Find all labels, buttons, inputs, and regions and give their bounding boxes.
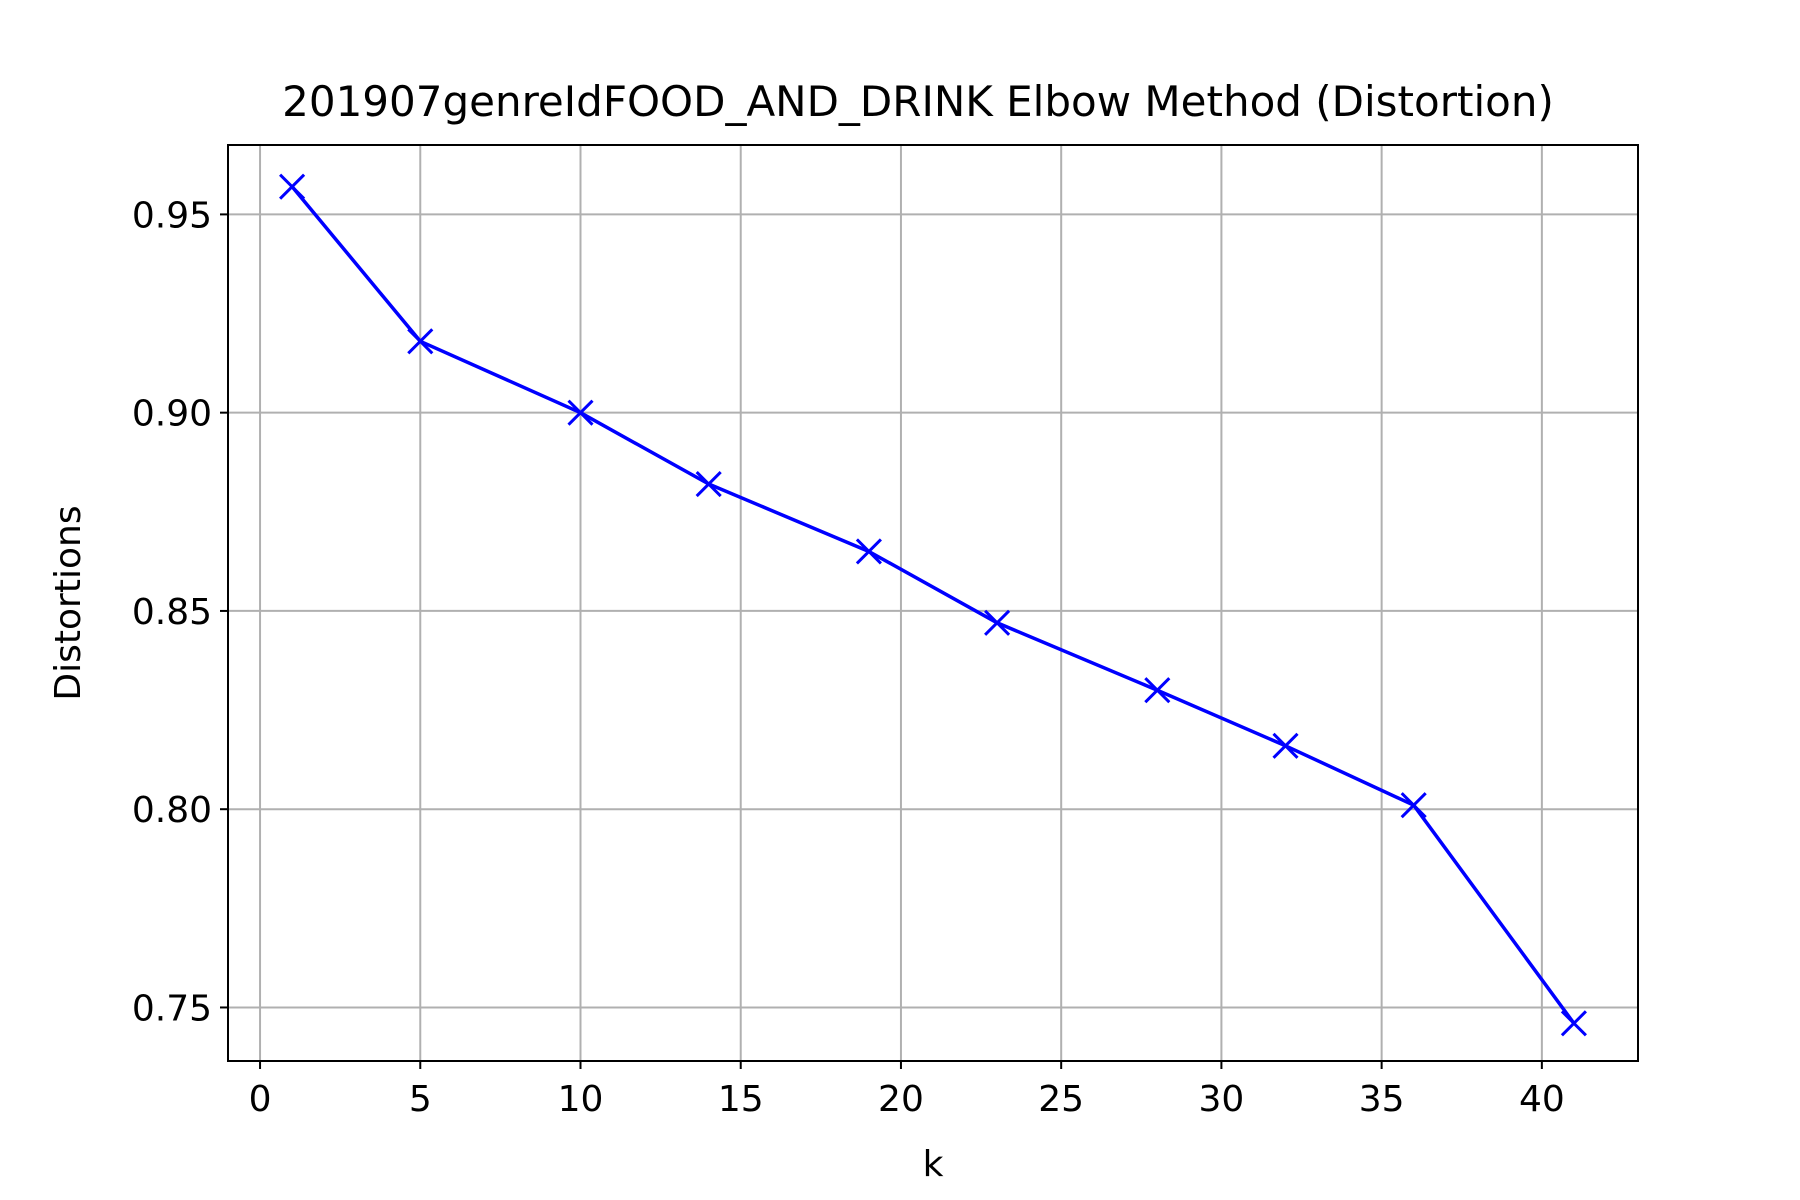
x-tick-label: 40 [1519, 1079, 1565, 1120]
plot-area [228, 145, 1638, 1061]
x-tick-label: 25 [1038, 1079, 1084, 1120]
data-point-marker [1144, 677, 1171, 704]
y-axis-label: Distortions [48, 505, 89, 700]
axis-ticks: 0 5 10 15 20 25 30 35 40 0.75 0.80 0.85 0.90 0.95 [132, 195, 1565, 1120]
y-tick-label: 0.75 [132, 988, 212, 1029]
x-tick-label: 15 [718, 1079, 764, 1120]
data-point-marker [1560, 1010, 1587, 1037]
data-point-marker [1272, 732, 1299, 759]
data-point-marker [1400, 792, 1427, 819]
series-line [290, 185, 1576, 1025]
data-point-marker [984, 609, 1011, 636]
x-tick-label: 20 [878, 1079, 924, 1120]
x-tick-label: 35 [1359, 1079, 1405, 1120]
grid-lines [228, 145, 1638, 1061]
data-point-marker [279, 173, 306, 200]
x-tick-label: 0 [249, 1079, 272, 1120]
data-point-marker [567, 399, 594, 426]
data-point-marker [855, 538, 882, 565]
data-point-marker [407, 328, 434, 355]
x-axis-label: k [923, 1144, 944, 1185]
x-tick-label: 10 [558, 1079, 604, 1120]
y-tick-label: 0.95 [132, 195, 212, 236]
y-tick-label: 0.80 [132, 790, 212, 831]
plot-frame [227, 144, 1639, 1062]
data-point-marker [695, 470, 722, 498]
distortion-series [279, 173, 1587, 1037]
y-tick-label: 0.90 [132, 394, 212, 435]
y-tick-label: 0.85 [132, 592, 212, 633]
chart-title: 201907genreIdFOOD_AND_DRINK Elbow Method… [282, 77, 1554, 126]
x-tick-label: 5 [409, 1079, 432, 1120]
x-tick-label: 30 [1199, 1079, 1245, 1120]
